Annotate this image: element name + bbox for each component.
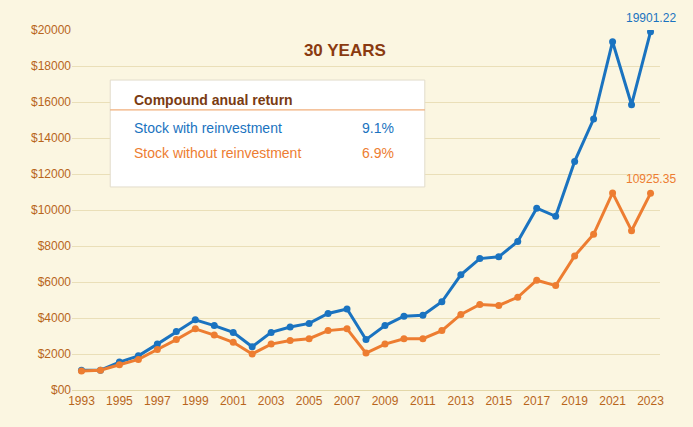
svg-text:2019: 2019 <box>561 394 588 408</box>
svg-text:2001: 2001 <box>220 394 247 408</box>
svg-text:$4000: $4000 <box>38 311 72 325</box>
svg-text:$8000: $8000 <box>38 239 72 253</box>
svg-text:2023: 2023 <box>637 394 664 408</box>
svg-text:1997: 1997 <box>144 394 171 408</box>
svg-text:$6000: $6000 <box>38 275 72 289</box>
svg-text:2021: 2021 <box>599 394 626 408</box>
svg-text:2013: 2013 <box>447 394 474 408</box>
svg-text:1993: 1993 <box>68 394 95 408</box>
svg-text:$00: $00 <box>51 383 71 397</box>
svg-text:$10000: $10000 <box>31 203 71 217</box>
svg-text:10925.35: 10925.35 <box>626 172 676 186</box>
svg-text:19901.22: 19901.22 <box>626 11 676 25</box>
svg-text:30 YEARS: 30 YEARS <box>304 41 386 60</box>
svg-text:Stock with reinvestment: Stock with reinvestment <box>134 120 282 136</box>
svg-text:2011: 2011 <box>410 394 436 408</box>
svg-text:$12000: $12000 <box>31 167 71 181</box>
svg-text:$16000: $16000 <box>31 95 71 109</box>
svg-text:2003: 2003 <box>258 394 285 408</box>
svg-text:Stock without reinvestment: Stock without reinvestment <box>134 145 301 161</box>
svg-text:2017: 2017 <box>523 394 550 408</box>
svg-text:2007: 2007 <box>334 394 361 408</box>
svg-text:$2000: $2000 <box>38 347 72 361</box>
svg-text:6.9%: 6.9% <box>362 145 394 161</box>
svg-text:2015: 2015 <box>485 394 512 408</box>
svg-text:Compound anual return: Compound anual return <box>134 92 293 108</box>
svg-text:$14000: $14000 <box>31 131 71 145</box>
svg-text:2009: 2009 <box>372 394 399 408</box>
svg-text:2005: 2005 <box>296 394 323 408</box>
svg-text:$18000: $18000 <box>31 59 71 73</box>
svg-text:9.1%: 9.1% <box>362 120 394 136</box>
svg-text:1995: 1995 <box>106 394 133 408</box>
svg-text:$20000: $20000 <box>31 23 71 37</box>
svg-text:1999: 1999 <box>182 394 209 408</box>
